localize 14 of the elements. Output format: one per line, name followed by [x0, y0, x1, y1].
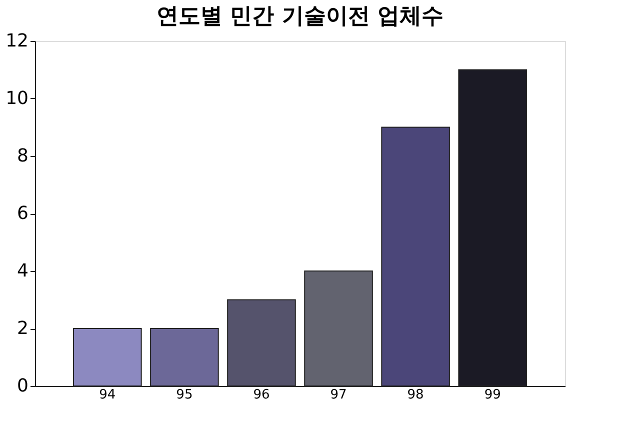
x-tick-label: 97 — [330, 388, 347, 402]
y-tick-label: 0 — [17, 376, 28, 396]
x-tick-label: 96 — [253, 388, 270, 402]
x-tick-label: 98 — [407, 388, 424, 402]
y-tick-label: 2 — [17, 318, 28, 339]
chart-title: 연도별 민간 기술이전 업체수 — [156, 4, 444, 29]
x-tick-label: 99 — [484, 388, 501, 402]
x-tick-label: 94 — [99, 388, 116, 402]
y-tick-label: 10 — [6, 88, 28, 109]
x-tick-label: 95 — [176, 388, 193, 402]
y-tick-label: 8 — [17, 146, 28, 166]
y-tick-label: 6 — [17, 203, 28, 224]
y-tick-label: 12 — [6, 30, 28, 52]
y-tick-label: 4 — [17, 260, 28, 282]
